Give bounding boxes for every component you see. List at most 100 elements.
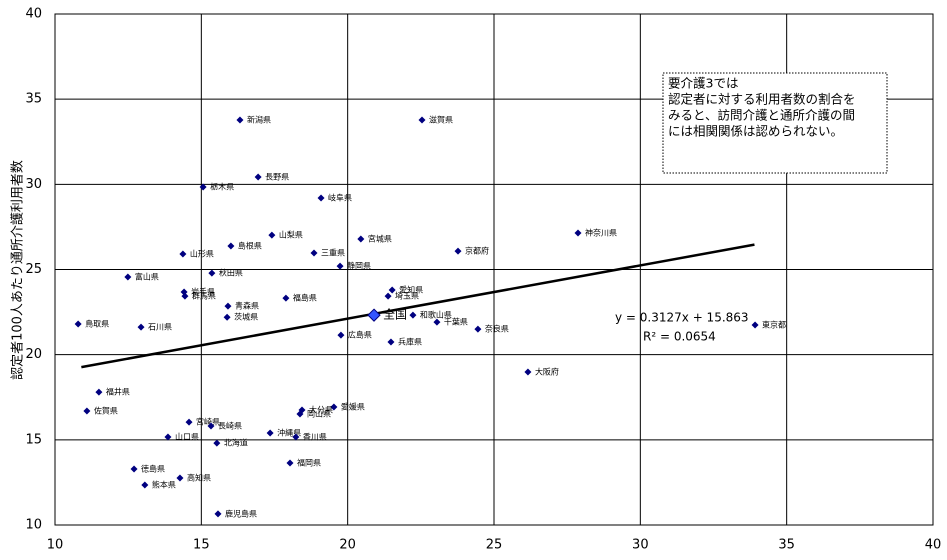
point: [418, 116, 426, 124]
point-label: 青森県: [235, 301, 259, 311]
point-label: 岐阜県: [328, 192, 352, 202]
point: [137, 323, 145, 331]
point: [336, 262, 344, 270]
point: [207, 422, 215, 430]
point: [337, 331, 345, 339]
y-tick-label: 30: [25, 177, 42, 192]
point-label: 福井県: [106, 387, 130, 397]
point: [268, 231, 276, 239]
y-tick-label: 25: [25, 262, 42, 277]
point-label: 滋賀県: [429, 114, 453, 124]
point-label: 富山県: [135, 271, 159, 281]
point-label: 埼玉県: [395, 291, 419, 301]
point-label: 秋田県: [219, 268, 243, 278]
point-label: 高知県: [187, 472, 211, 482]
trendline: [81, 243, 755, 369]
point: [179, 250, 187, 258]
point: [213, 439, 221, 447]
point-label: 鹿児島県: [225, 508, 257, 518]
x-tick-label: 25: [486, 538, 503, 553]
point: [164, 433, 172, 441]
point: [751, 321, 759, 329]
point: [282, 294, 290, 302]
national-point: [367, 308, 381, 322]
point: [292, 433, 300, 441]
point-label: 山梨県: [279, 230, 303, 240]
point-label: 沖縄県: [277, 428, 301, 438]
point-label: 群馬県: [192, 291, 216, 301]
point-label: 京都府: [465, 246, 489, 256]
x-tick-label: 35: [778, 538, 795, 553]
point-label: 兵庫県: [398, 337, 422, 347]
trend-equation: y = 0.3127x + 15.863: [615, 311, 749, 325]
point: [296, 410, 304, 418]
point-label: 岩手県: [191, 286, 215, 296]
point-label: 福岡県: [297, 458, 321, 467]
point-label: 熊本県: [152, 479, 176, 489]
y-tick-label: 15: [25, 432, 42, 447]
point: [130, 465, 138, 473]
point-label: 徳島県: [141, 463, 165, 473]
point: [199, 183, 207, 191]
point-label: 東京都: [762, 320, 786, 330]
point: [357, 235, 365, 243]
point: [83, 407, 91, 415]
point: [185, 418, 193, 426]
x-tick-label: 40: [925, 538, 942, 553]
point: [524, 368, 532, 376]
point-label: 新潟県: [247, 114, 271, 124]
point: [176, 474, 184, 482]
point: [387, 338, 395, 346]
y-axis-label: 認定者100人あたり通所介護利用者数: [10, 160, 26, 380]
y-tick-label: 20: [25, 347, 42, 362]
x-tick-label: 20: [339, 538, 356, 553]
point: [286, 459, 294, 467]
point: [236, 116, 244, 124]
note-text: 要介護3では: [668, 76, 738, 91]
point: [141, 481, 149, 489]
point-label: 茨城県: [234, 312, 258, 322]
point-label: 長崎県: [218, 421, 242, 431]
point-label: 大分県: [309, 405, 333, 415]
note-text: みると、訪問介護と通所介護の間: [668, 108, 855, 123]
point-label: 山口県: [175, 431, 199, 441]
point: [388, 286, 396, 294]
point: [433, 318, 441, 326]
y-tick-label: 35: [25, 92, 42, 107]
point: [310, 249, 318, 257]
x-tick-label: 10: [47, 538, 64, 553]
point: [74, 320, 82, 328]
point: [124, 273, 132, 281]
point-label: 宮崎県: [196, 417, 220, 427]
point: [223, 313, 231, 321]
point: [474, 325, 482, 333]
point-label: 三重県: [321, 247, 345, 257]
x-tick-label: 15: [193, 538, 210, 553]
point: [224, 302, 232, 310]
point: [317, 194, 325, 202]
point-label: 千葉県: [444, 317, 468, 327]
y-tick-label: 40: [25, 7, 42, 22]
note-box: [662, 72, 888, 174]
plot-frame: [54, 13, 934, 526]
point-label: 福島県: [293, 293, 317, 303]
point: [254, 173, 262, 181]
point: [227, 242, 235, 250]
point-label: 長野県: [265, 173, 289, 182]
point-label: 栃木県: [210, 182, 234, 192]
point: [330, 403, 338, 411]
point: [409, 311, 417, 319]
point: [208, 269, 216, 277]
point-label: 大阪府: [535, 367, 559, 377]
note-text: には相関関係は認められない。: [668, 124, 843, 139]
x-tick-label: 30: [632, 538, 649, 553]
point-label: 奈良県: [485, 324, 509, 334]
point-label: 香川県: [303, 431, 327, 441]
point: [214, 510, 222, 518]
note-text: 認定者に対する利用者数の割合を: [668, 92, 856, 107]
point-label: 島根県: [238, 240, 262, 250]
national-label: 全国: [383, 307, 407, 322]
point-label: 鳥取県: [85, 319, 109, 329]
point: [384, 292, 392, 300]
